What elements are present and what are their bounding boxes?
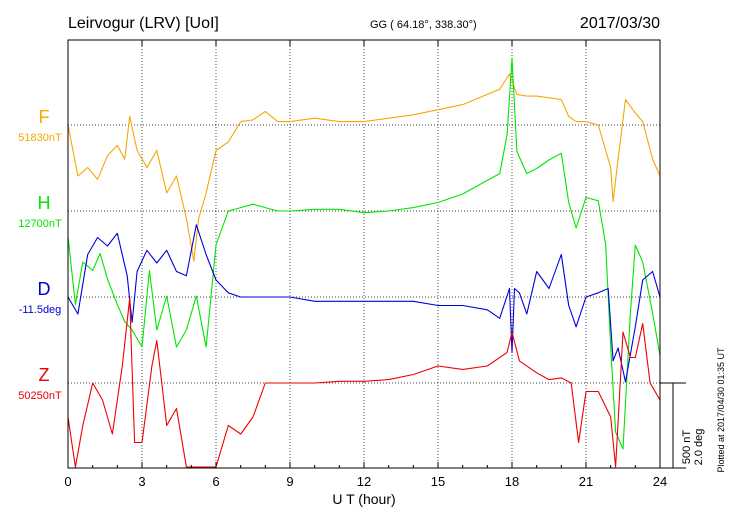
channel-baseline-z: 50250nT [18, 390, 62, 402]
series-line-f [67, 73, 661, 262]
series-layer [67, 57, 661, 468]
x-tick-label: 18 [505, 474, 519, 489]
channel-baseline-f: 51830nT [18, 132, 62, 144]
x-tick-label: 0 [64, 474, 71, 489]
grid-layer [68, 40, 660, 468]
x-tick-label: 3 [138, 474, 145, 489]
series-line-z [67, 297, 661, 468]
channel-name-z: Z [39, 365, 50, 385]
scale-bar-nt: 500 nT [681, 430, 693, 465]
x-tick-label: 24 [653, 474, 667, 489]
scale-bar-deg: 2.0 deg [693, 429, 705, 466]
channel-name-f: F [39, 107, 50, 127]
plotted-timestamp: Plotted at 2017/04/30 01:35 UT [716, 347, 726, 473]
x-tick-label: 15 [431, 474, 445, 489]
station-title: Leirvogur (LRV) [UoI] [68, 15, 219, 32]
plot-date: 2017/03/30 [580, 15, 660, 32]
channel-name-d: D [38, 279, 51, 299]
x-tick-label: 6 [212, 474, 219, 489]
channel-name-h: H [38, 193, 51, 213]
channel-baseline-h: 12700nT [18, 218, 62, 230]
scale-bar: 500 nT 2.0 deg [660, 382, 705, 469]
channel-labels: F 51830nT H 12700nT D -11.5deg Z 50250nT [18, 107, 62, 402]
x-tick-label: 21 [579, 474, 593, 489]
x-axis-label: U T (hour) [332, 491, 395, 507]
series-line-h [67, 57, 661, 450]
x-tick-label: 9 [286, 474, 293, 489]
station-coordinates: GG ( 64.18°, 338.30°) [370, 19, 477, 31]
x-axis-ticks: 0 3 6 9 12 15 18 21 24 [64, 40, 667, 489]
channel-baseline-d: -11.5deg [19, 304, 62, 316]
series-line-d [67, 224, 661, 383]
x-tick-label: 12 [357, 474, 371, 489]
